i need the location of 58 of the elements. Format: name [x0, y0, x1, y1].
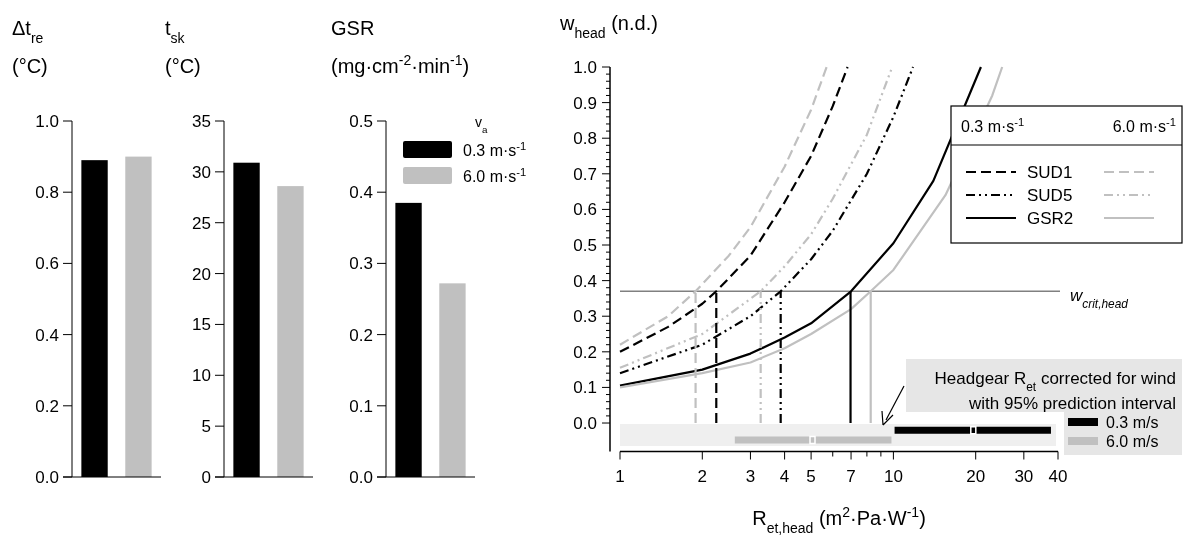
legend-label: SUD1 [1027, 162, 1073, 182]
y-tick-label: 0.8 [35, 183, 59, 203]
ref-line-label: w$_{crit,head}$ [1070, 286, 1129, 312]
y-tick-label: 30 [192, 162, 211, 182]
y-tick-label: 0.4 [349, 183, 373, 203]
y-tick-label: 1.0 [573, 57, 597, 77]
y-tick-label: 20 [192, 264, 211, 284]
legend-label: 0.3 m/s [1106, 413, 1159, 431]
y-axis-title: w$_{head}$ (n.d.) [559, 12, 658, 41]
text: 6.0 m·s$^{-1}$ [1112, 116, 1176, 135]
y-tick-label: 0.2 [573, 342, 597, 362]
y-axis-title: GSR (mg·cm$^{-2}$·min$^{-1}$) [331, 17, 470, 77]
x-tick-label: 3 [745, 466, 756, 486]
y-tick-label: 0.5 [349, 111, 373, 131]
legend-label: SUD5 [1027, 185, 1073, 205]
x-tick-label: 20 [966, 466, 986, 486]
y-tick-label: 25 [192, 213, 211, 233]
y-tick-label: 0.6 [35, 254, 59, 274]
x-tick-label: 4 [779, 466, 790, 486]
y-tick-label: 0.6 [573, 200, 597, 220]
legend-label: GSR2 [1027, 208, 1074, 228]
y-tick-label: 0.2 [35, 396, 59, 416]
y-tick-label: 10 [192, 366, 211, 386]
y-tick-label: 0.0 [349, 467, 373, 487]
y-tick-label: 1.0 [35, 111, 59, 131]
y-tick-label: 0.1 [573, 378, 597, 398]
legend-title: v$_{a}$ [475, 114, 488, 135]
y-tick-label: 5 [201, 417, 211, 437]
x-axis-title: R$_{et,head}$ (m$^{2}$·Pa·W$^{-1}$) [752, 504, 926, 536]
y-tick-label: 0.3 [573, 307, 597, 327]
y-tick-label: 0.2 [349, 325, 373, 345]
legend-label: 6.0 m·s$^{-1}$ [463, 165, 527, 185]
y-tick-label: 0.4 [35, 325, 59, 345]
x-tick-label: 40 [1048, 466, 1068, 486]
x-tick-label: 10 [883, 466, 903, 486]
x-tick-label: 30 [1014, 466, 1034, 486]
y-tick-label: 0 [201, 467, 211, 487]
y-tick-label: 0.5 [573, 235, 597, 255]
y-tick-label: 0.4 [573, 271, 597, 291]
x-tick-label: 5 [806, 466, 816, 486]
y-tick-label: 0.1 [349, 396, 373, 416]
y-axis-title: Δt$_{re}$ (°C) [12, 17, 48, 77]
y-tick-label: 0.0 [573, 413, 597, 433]
legend-label: 6.0 m/s [1106, 432, 1159, 450]
x-tick-label: 2 [697, 466, 708, 486]
annotation: Headgear R$_{et}$ corrected for wind with 95% prediction interval [934, 368, 1176, 413]
y-tick-label: 0.0 [35, 467, 59, 487]
x-tick-label: 7 [846, 466, 856, 486]
y-tick-label: 0.8 [573, 129, 597, 149]
annotation: 0.3 m·s$^{-1}$ [961, 116, 1025, 135]
y-tick-label: 0.3 [349, 254, 373, 274]
y-axis-title: t$_{sk}$ (°C) [165, 17, 201, 77]
y-tick-label: 0.7 [573, 164, 597, 184]
y-tick-label: 35 [192, 111, 211, 131]
y-tick-label: 0.9 [573, 93, 597, 113]
y-tick-label: 15 [192, 315, 211, 335]
legend-label: 0.3 m·s$^{-1}$ [463, 139, 527, 159]
x-tick-label: 1 [615, 466, 625, 486]
